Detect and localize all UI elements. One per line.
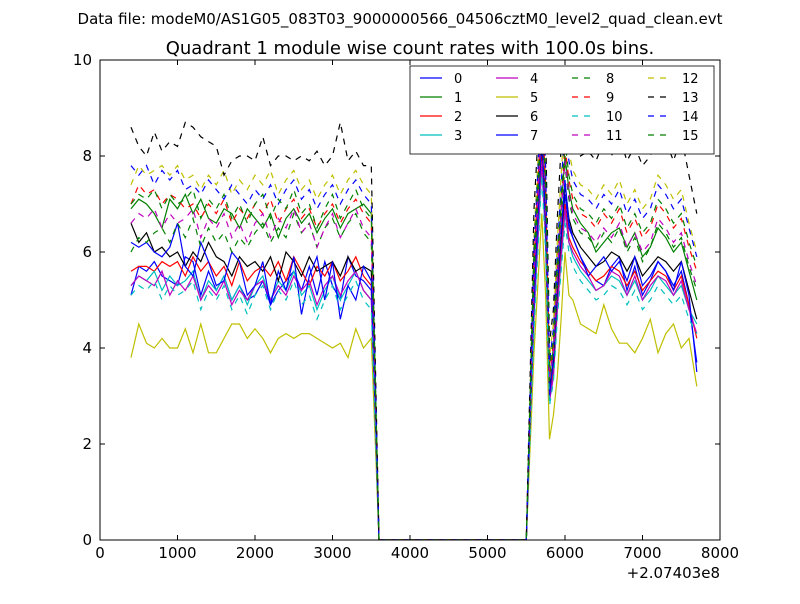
legend-label-11: 11 [606,129,623,144]
series-line-1 [130,112,698,540]
x-tick-label: 0 [95,544,105,562]
plot-area [130,69,698,540]
x-tick-label: 4000 [391,544,429,562]
legend-label-10: 10 [606,110,623,125]
series-line-15 [130,107,698,540]
x-tick-label: 2000 [236,544,274,562]
legend-label-14: 14 [682,110,699,125]
x-tick-label: 8000 [701,544,739,562]
series-line-2 [130,155,698,540]
x-tick-label: 7000 [623,544,661,562]
series-line-11 [130,117,698,540]
series-line-6 [130,136,698,540]
legend-box [409,65,715,155]
legend-label-5: 5 [530,91,538,106]
x-tick-label: 5000 [468,544,506,562]
legend-label-7: 7 [530,129,538,144]
y-tick-label: 8 [82,147,92,165]
series-line-4 [130,160,698,540]
chart-title: Quadrant 1 module wise count rates with … [166,38,655,59]
series-line-12 [130,83,698,540]
series-line-14 [130,93,698,540]
x-tick-label: 1000 [158,544,196,562]
legend-label-13: 13 [682,91,699,106]
y-tick-label: 0 [82,531,92,549]
legend-label-12: 12 [682,72,699,87]
series-line-0 [130,146,698,540]
x-tick-label: 6000 [546,544,584,562]
y-tick-label: 4 [82,339,92,357]
series-line-5 [130,213,698,540]
legend-label-4: 4 [530,72,538,87]
y-tick-label: 6 [82,243,92,261]
legend-label-9: 9 [606,91,614,106]
series-line-9 [130,103,698,540]
legend-label-0: 0 [454,72,462,87]
y-tick-label: 2 [82,435,92,453]
x-tick-label: 3000 [313,544,351,562]
legend-label-8: 8 [606,72,614,87]
legend-label-6: 6 [530,110,538,125]
legend-label-3: 3 [454,129,462,144]
series-line-8 [130,122,698,540]
series-line-10 [130,175,698,540]
x-axis-offset-label: +2.07403e8 [627,564,720,582]
legend-label-15: 15 [682,129,699,144]
legend-label-2: 2 [454,110,462,125]
figure-suptitle: Data file: modeM0/AS1G05_083T03_90000005… [78,10,723,29]
y-tick-label: 10 [73,51,92,69]
series-line-7 [130,131,698,540]
legend-label-1: 1 [454,91,462,106]
series-line-3 [130,165,698,540]
